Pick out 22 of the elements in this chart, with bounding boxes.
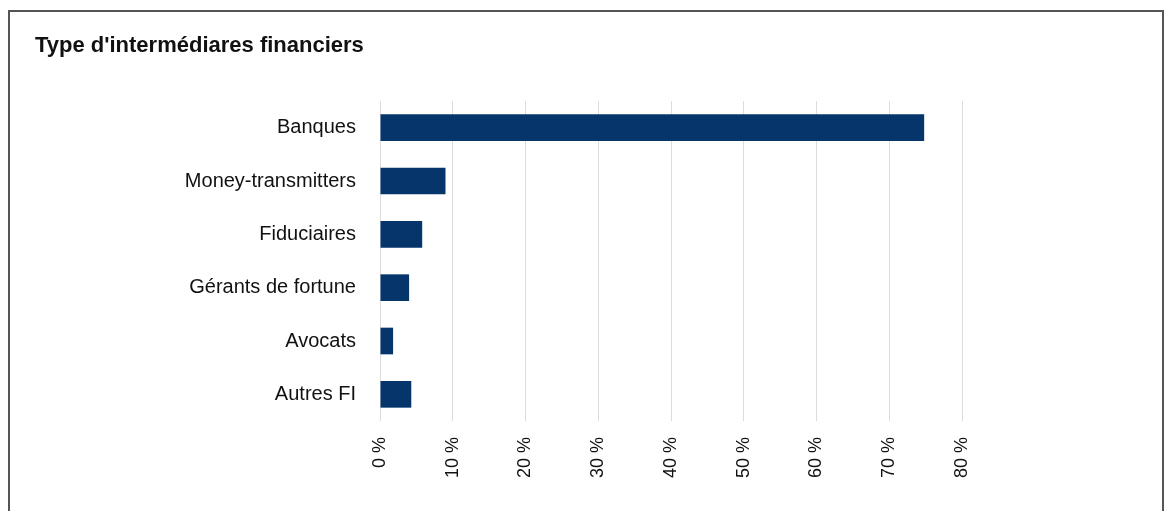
- y-tick-label: Gérants de fortune: [189, 275, 356, 298]
- bar: [380, 114, 925, 141]
- x-tick-label: 30 %: [587, 437, 608, 479]
- bar: [380, 327, 394, 355]
- y-tick-label: Autres FI: [274, 381, 356, 404]
- y-tick-label: Fiduciaires: [259, 221, 356, 244]
- y-tick-label: Money-transmitters: [184, 168, 356, 191]
- bar: [380, 167, 446, 195]
- x-tick-label: 40 %: [659, 437, 680, 479]
- x-tick-label: 20 %: [514, 437, 535, 479]
- x-tick-label: 10 %: [441, 437, 462, 479]
- y-tick-label: Banques: [277, 115, 356, 138]
- x-tick-label: 60 %: [805, 437, 826, 479]
- bar: [380, 221, 423, 248]
- x-tick-label: 70 %: [878, 437, 899, 479]
- bar: [380, 381, 412, 408]
- x-tick-label: 50 %: [732, 437, 753, 479]
- text: Type d'intermédiares financiers: [35, 32, 364, 58]
- x-tick-label: 80 %: [950, 437, 971, 479]
- x-tick-label: 0 %: [368, 437, 389, 469]
- y-tick-label: Avocats: [285, 328, 356, 351]
- bar: [380, 274, 410, 301]
